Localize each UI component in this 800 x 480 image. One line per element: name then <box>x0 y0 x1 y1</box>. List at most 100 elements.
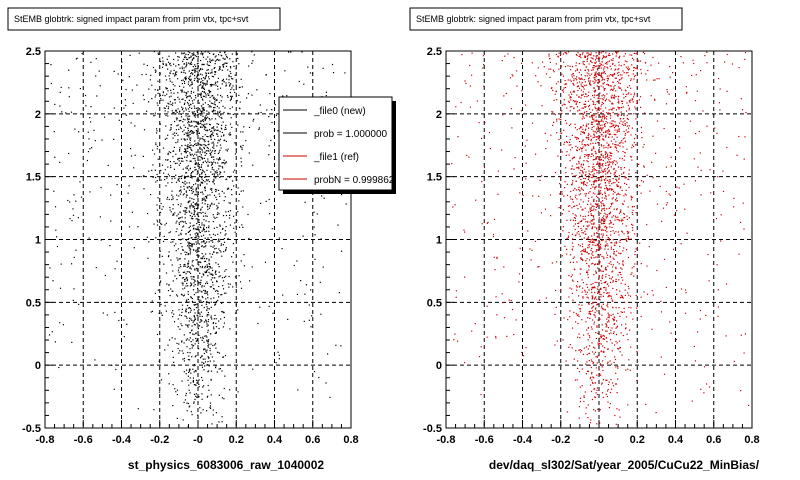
scatter-point <box>587 317 589 319</box>
scatter-point <box>153 153 156 155</box>
scatter-point <box>160 223 162 225</box>
scatter-point <box>184 217 186 219</box>
scatter-point <box>618 252 620 254</box>
scatter-point <box>172 112 174 114</box>
scatter-point <box>558 52 560 54</box>
scatter-point <box>199 261 201 263</box>
scatter-point <box>592 215 595 217</box>
scatter-point <box>597 74 600 76</box>
scatter-point <box>150 311 152 313</box>
scatter-point <box>216 216 218 219</box>
scatter-point <box>185 316 187 318</box>
scatter-point <box>213 147 215 149</box>
scatter-point <box>525 162 527 164</box>
scatter-point <box>666 202 668 204</box>
scatter-point <box>599 228 601 230</box>
scatter-point <box>179 120 181 122</box>
scatter-point <box>192 289 195 291</box>
scatter-point <box>620 220 622 222</box>
scatter-point <box>237 391 239 393</box>
scatter-point <box>578 286 581 288</box>
scatter-point <box>635 118 637 120</box>
scatter-point <box>599 422 601 424</box>
scatter-point <box>316 213 318 215</box>
scatter-point <box>686 92 688 94</box>
scatter-point <box>184 265 186 267</box>
scatter-point <box>208 268 210 270</box>
scatter-point <box>594 72 596 74</box>
scatter-point <box>219 250 221 252</box>
scatter-point <box>581 304 583 306</box>
scatter-point <box>610 234 612 236</box>
scatter-point <box>592 244 594 246</box>
scatter-point <box>211 356 213 358</box>
scatter-point <box>630 93 632 95</box>
scatter-point <box>608 133 610 135</box>
scatter-point <box>743 352 745 354</box>
scatter-point <box>209 349 211 352</box>
scatter-point <box>183 129 185 131</box>
scatter-point <box>619 347 621 349</box>
scatter-point <box>189 225 191 227</box>
scatter-point <box>597 86 599 88</box>
scatter-point <box>627 404 629 406</box>
scatter-point <box>613 168 615 171</box>
scatter-point <box>227 283 229 285</box>
scatter-point <box>586 110 588 113</box>
scatter-point <box>198 140 200 142</box>
scatter-point <box>193 209 195 211</box>
scatter-point <box>209 61 211 63</box>
scatter-point <box>720 240 722 242</box>
scatter-point <box>245 140 247 142</box>
scatter-point <box>185 53 187 55</box>
scatter-point <box>231 95 233 97</box>
scatter-point <box>170 124 172 126</box>
scatter-point <box>596 310 598 312</box>
scatter-point <box>215 262 217 264</box>
scatter-point <box>553 121 555 123</box>
scatter-point <box>217 112 219 114</box>
scatter-point <box>601 98 603 100</box>
scatter-point <box>599 291 601 293</box>
scatter-point <box>176 162 178 164</box>
scatter-point <box>212 287 215 290</box>
scatter-point <box>525 104 527 106</box>
scatter-point <box>217 241 219 243</box>
scatter-point <box>173 58 175 61</box>
scatter-point <box>176 215 178 217</box>
scatter-point <box>199 73 202 75</box>
scatter-point <box>579 156 581 158</box>
scatter-point <box>570 168 572 170</box>
scatter-point <box>625 72 628 74</box>
scatter-point <box>588 335 590 337</box>
scatter-point <box>590 326 593 328</box>
scatter-point <box>578 371 580 373</box>
scatter-point <box>618 82 620 84</box>
scatter-point <box>192 276 194 278</box>
scatter-point <box>199 211 201 214</box>
scatter-point <box>194 207 196 210</box>
scatter-point <box>615 134 617 136</box>
scatter-point <box>453 339 455 341</box>
scatter-point <box>225 250 227 252</box>
scatter-point <box>186 182 188 184</box>
scatter-point <box>583 334 585 336</box>
scatter-point <box>196 126 198 128</box>
scatter-point <box>605 130 607 132</box>
y-tick-label: 2.5 <box>26 46 41 58</box>
scatter-point <box>183 210 185 212</box>
scatter-point <box>90 61 92 63</box>
scatter-point <box>626 215 628 217</box>
scatter-point <box>159 72 161 74</box>
scatter-point <box>177 56 179 58</box>
scatter-point <box>601 239 603 242</box>
scatter-point <box>586 296 588 298</box>
scatter-point <box>114 311 116 313</box>
scatter-point <box>133 247 135 249</box>
scatter-point <box>213 109 215 111</box>
scatter-point <box>571 249 574 251</box>
scatter-point <box>54 103 56 105</box>
scatter-point <box>618 57 620 59</box>
scatter-point <box>627 68 629 70</box>
scatter-point <box>99 85 101 87</box>
